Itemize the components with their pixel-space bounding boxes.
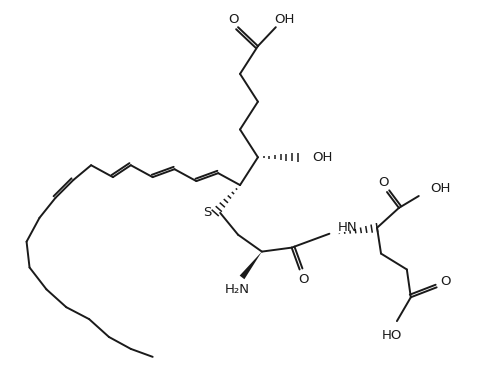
Text: HO: HO	[382, 328, 402, 341]
Text: OH: OH	[431, 181, 451, 195]
Text: OH: OH	[274, 13, 295, 26]
Text: OH: OH	[312, 151, 333, 164]
Text: O: O	[228, 13, 238, 26]
Text: O: O	[440, 275, 451, 288]
Text: O: O	[299, 273, 309, 286]
Text: HN: HN	[337, 221, 357, 234]
Text: H₂N: H₂N	[224, 283, 249, 296]
Polygon shape	[240, 251, 262, 279]
Text: S: S	[203, 206, 212, 219]
Text: O: O	[378, 176, 388, 188]
